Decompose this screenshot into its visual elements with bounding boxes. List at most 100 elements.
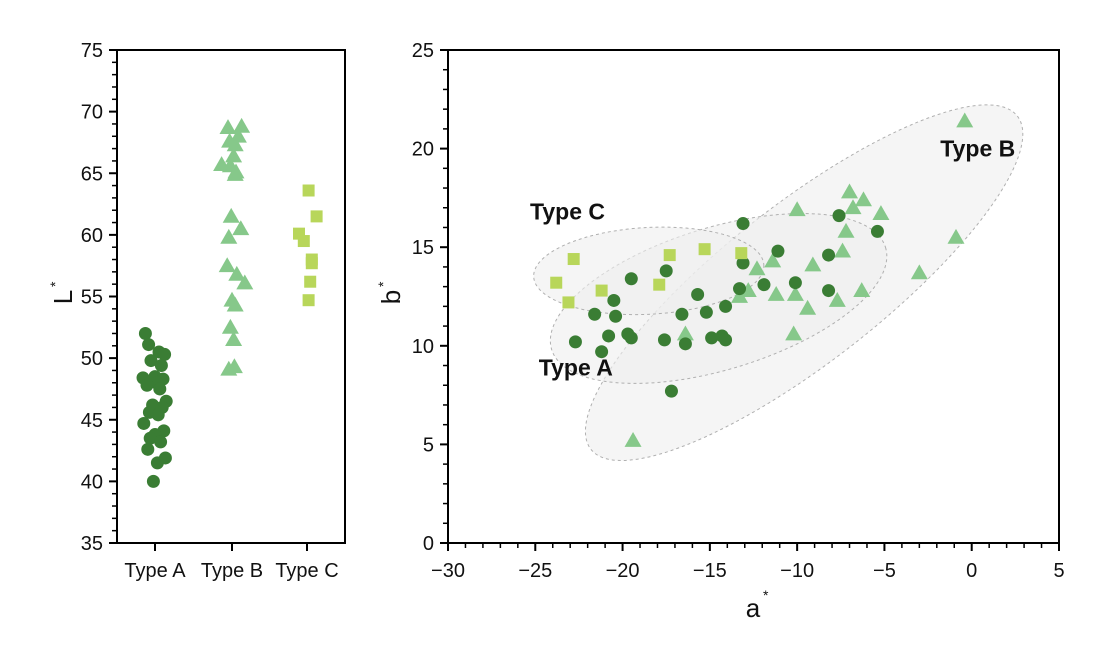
data-point-type-b [219,119,237,135]
data-point-type-b [767,286,785,301]
right-x-label: a [746,593,761,623]
right-x-axis: −30 −25 −20 −15 −10 −5 0 5 [431,543,1065,582]
right-x-tick-label: −10 [780,560,814,582]
left-y-tick-label: 35 [81,533,103,555]
right-data-marks [550,112,974,447]
data-point-type-a [870,224,884,238]
data-point-type-a [657,333,671,347]
left-x-tick-label: Type C [275,560,338,582]
data-point-type-c [305,257,318,270]
data-point-type-a [140,378,154,392]
left-y-axis: 35 40 45 50 55 60 65 70 75 [81,40,117,555]
data-point-type-a [788,276,802,290]
left-y-tick-label: 75 [81,40,103,62]
right-y-tick-label: 15 [412,237,434,259]
right-x-tick-label: −20 [606,560,640,582]
right-x-tick-label: −5 [873,560,896,582]
data-point-type-a [137,416,151,430]
data-point-type-c [567,253,580,266]
data-point-type-a [832,209,846,223]
data-point-type-c [663,249,676,262]
data-point-type-a [664,384,678,398]
data-point-type-a [719,299,733,313]
left-data-marks [136,117,323,488]
data-point-type-b [228,265,246,281]
data-point-type-a [568,335,582,349]
left-y-tick-label: 55 [81,287,103,309]
right-y-label-superscript: * [375,281,391,287]
data-point-type-a [150,456,164,470]
data-point-type-a [822,284,836,298]
annotation-type-a: Type A [539,354,613,380]
data-point-type-b [222,207,240,223]
data-point-type-c [698,243,711,256]
left-y-label-superscript: * [47,281,63,287]
data-point-type-a [624,272,638,286]
left-y-tick-label: 45 [81,410,103,432]
data-point-type-a [153,382,167,396]
left-y-tick-label: 70 [81,102,103,124]
right-x-tick-label: 5 [1053,560,1064,582]
data-point-type-b [624,431,642,447]
right-y-tick-label: 0 [423,533,434,555]
data-point-type-b [225,331,243,347]
data-point-type-b [236,274,254,290]
data-point-type-b [218,257,236,273]
right-x-tick-label: −30 [431,560,465,582]
data-point-type-b [853,282,871,297]
data-point-type-b [837,222,855,238]
data-point-type-c [310,210,323,223]
left-x-tick-label: Type B [201,560,263,582]
data-point-type-a [719,333,733,347]
data-point-type-a [158,347,172,361]
annotation-type-c: Type C [530,199,605,225]
data-point-type-a [144,354,158,368]
right-y-tick-label: 20 [412,139,434,161]
right-x-label-superscript: * [763,587,769,603]
right-x-axis-title: a * [746,587,769,623]
right-x-tick-label: −25 [518,560,552,582]
data-point-type-a [822,248,836,262]
data-point-type-b [748,260,766,276]
data-point-type-a [141,442,155,456]
data-point-type-b [232,220,250,236]
left-y-label: L [48,290,78,304]
data-point-type-a [771,244,785,258]
data-point-type-c [550,276,563,289]
data-point-type-b [956,112,974,128]
data-point-type-b [854,191,872,207]
left-x-tick-label: Type A [124,560,186,582]
data-point-type-c [595,284,608,297]
data-point-type-a [607,293,621,307]
right-x-tick-label: −15 [693,560,727,582]
data-point-type-b [225,358,243,374]
data-point-type-a [154,435,168,449]
data-point-type-a [609,309,623,323]
data-point-type-c [653,278,666,291]
left-panel-lightness: 35 40 45 50 55 60 65 70 75 Type A Type B Type C L … [47,40,346,582]
data-point-type-a [699,305,713,319]
data-point-type-a [138,326,152,340]
data-point-type-b [233,117,251,133]
data-point-type-b [785,325,803,341]
right-y-axis-title: b * [375,281,406,304]
data-point-type-c [302,184,315,197]
data-point-type-b [221,318,239,334]
data-point-type-b [788,201,806,217]
data-point-type-b [947,228,965,244]
data-point-type-b [676,325,694,341]
data-point-type-b [220,228,238,244]
data-point-type-c [735,247,748,260]
data-point-type-a [675,307,689,321]
right-x-tick-label: 0 [966,560,977,582]
right-y-tick-label: 25 [412,40,434,62]
left-y-tick-label: 65 [81,163,103,185]
data-point-type-b [910,264,928,280]
data-point-type-b [764,252,782,268]
data-point-type-a [142,338,156,352]
group-annotations: Type C Type A Type B [530,135,1015,380]
data-point-type-c [302,294,315,307]
data-point-type-b [786,286,804,301]
